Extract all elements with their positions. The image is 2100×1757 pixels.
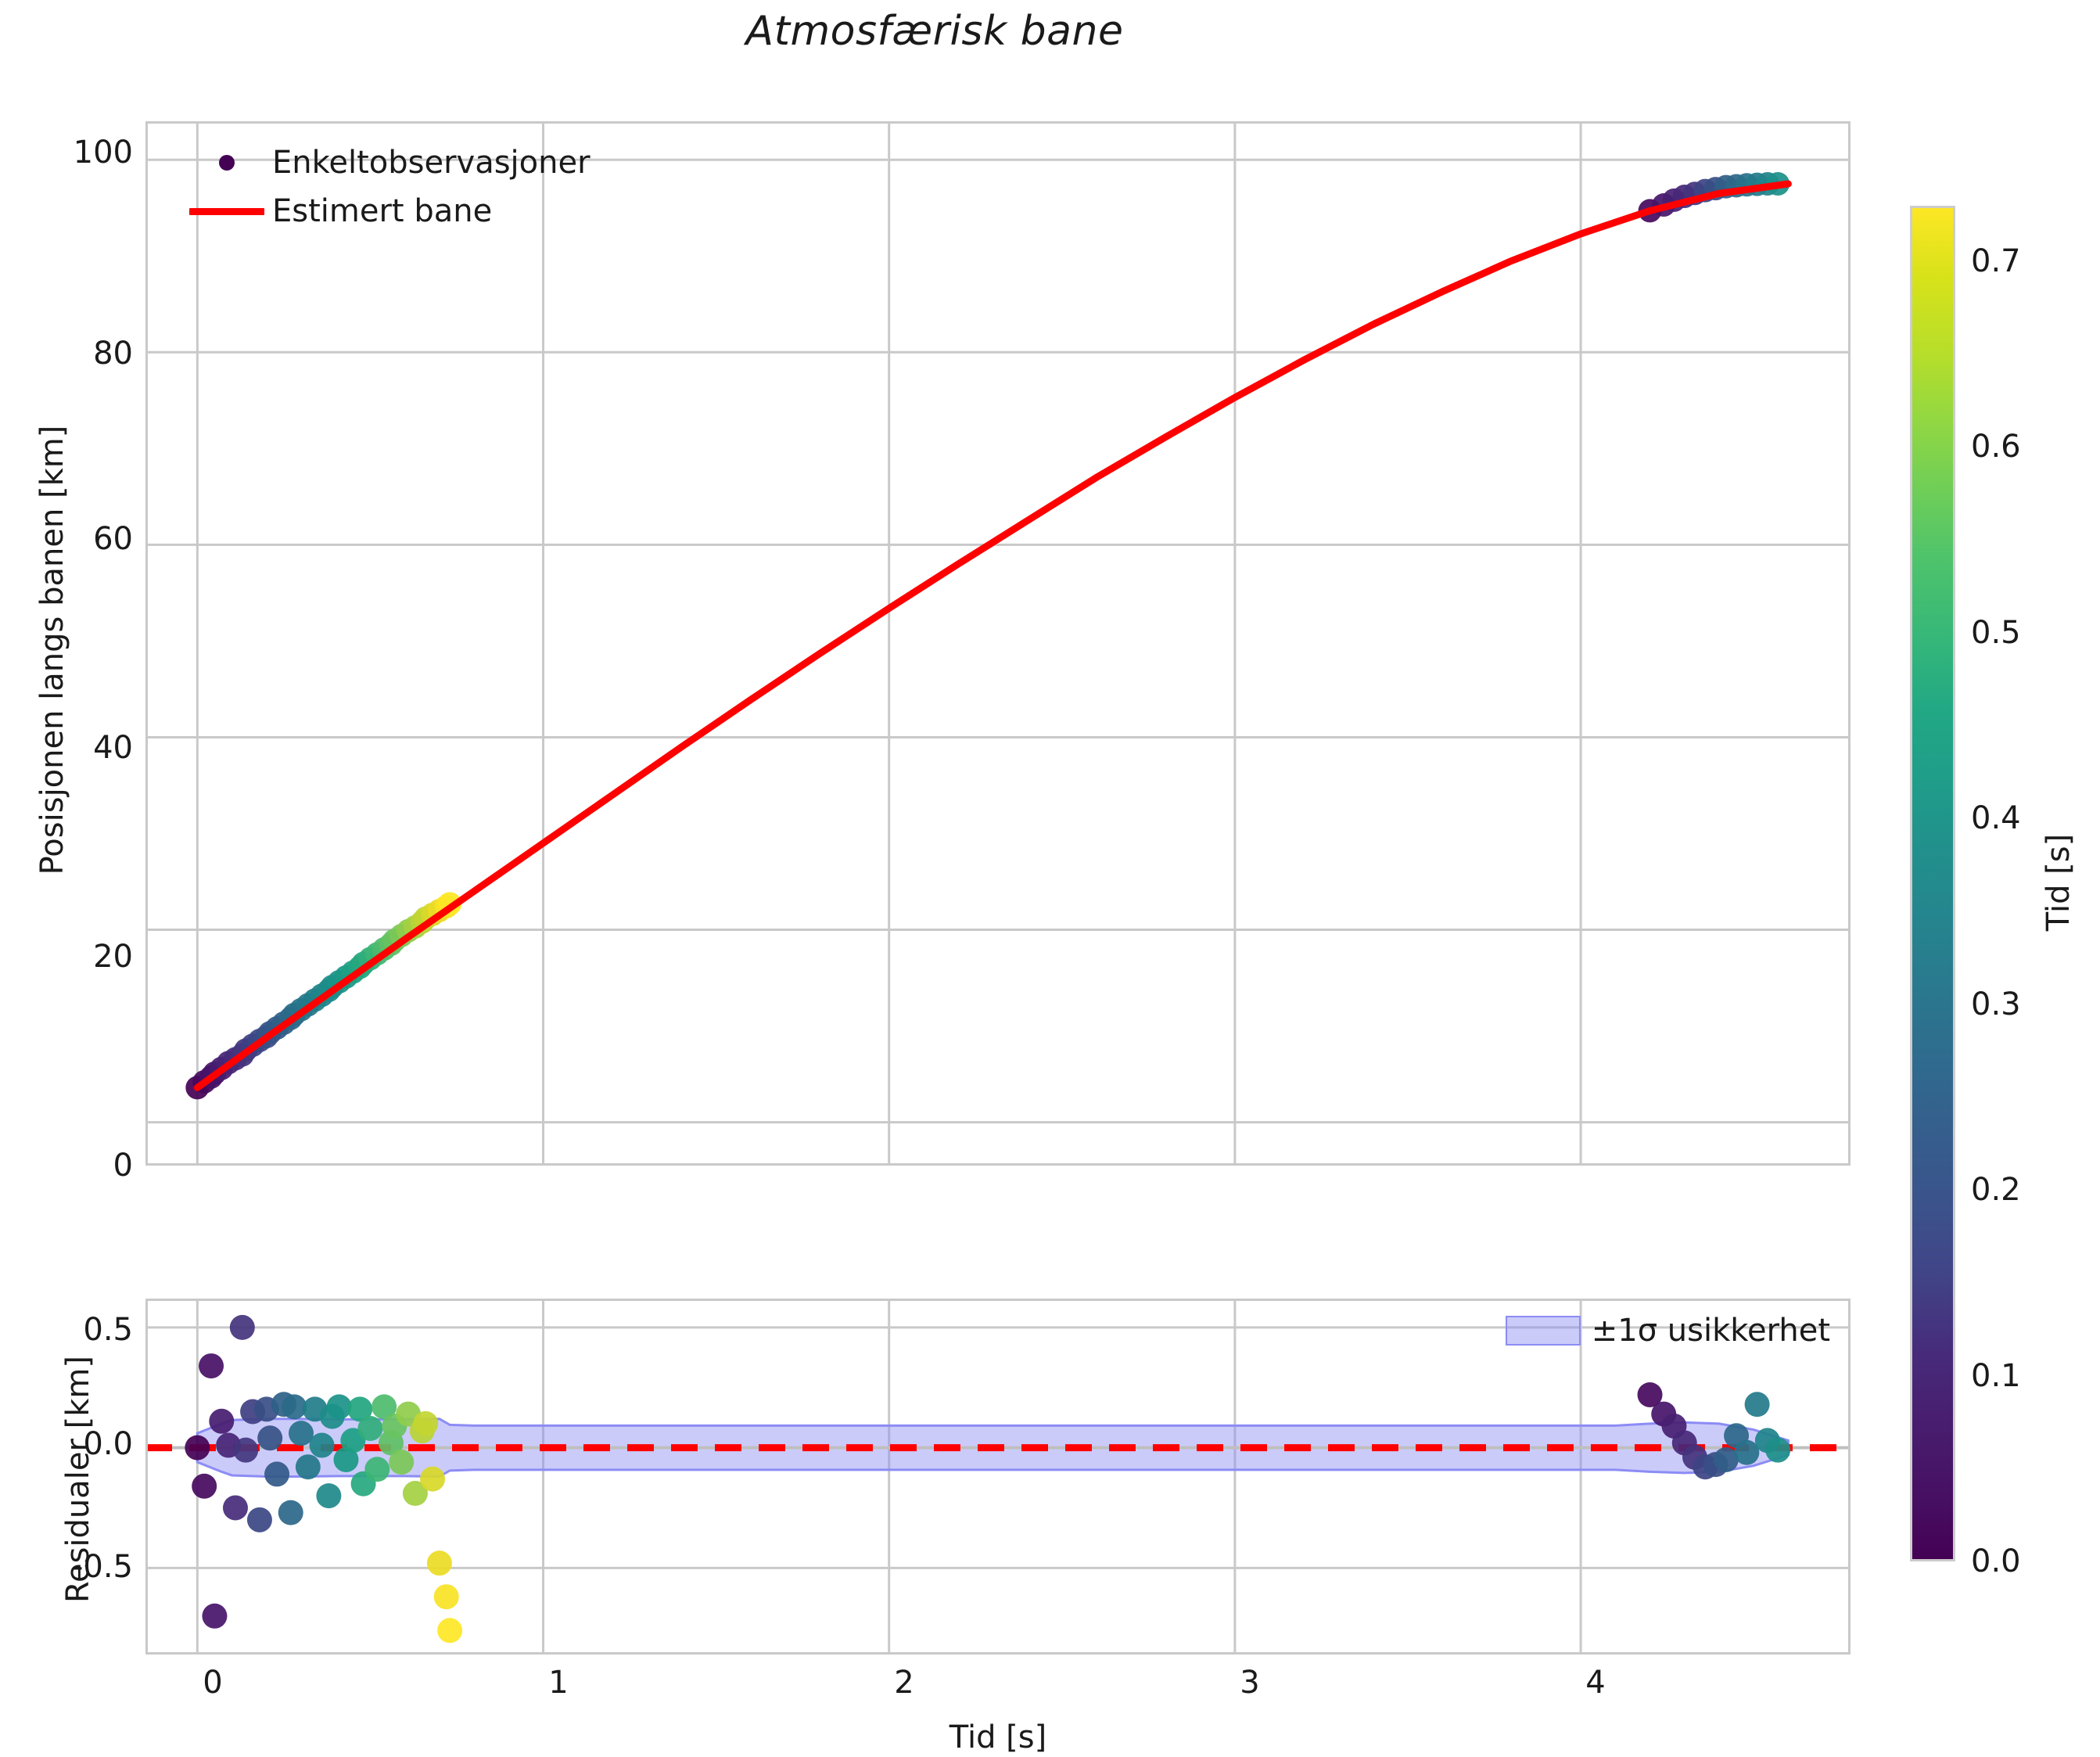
resid-axis-ylabel: Residualer [km] <box>60 1355 96 1604</box>
line-swatch-icon <box>181 207 272 215</box>
colorbar-axis-label: Tid [s] <box>2041 833 2077 932</box>
residuals-legend: ±1σ usikkerhet <box>1495 1313 1830 1349</box>
main-ytick-40: 40 <box>93 730 133 766</box>
main-plot-canvas <box>145 121 1851 1166</box>
colorbar-tick-0.3: 0.3 <box>1971 986 2021 1022</box>
xtick-2: 2 <box>894 1665 914 1701</box>
xtick-0: 0 <box>203 1665 223 1701</box>
scatter-dot-icon <box>181 155 272 171</box>
main-ytick-60: 60 <box>93 521 133 557</box>
colorbar-tick-0.7: 0.7 <box>1971 243 2021 279</box>
colorbar-tick-0.1: 0.1 <box>1971 1358 2021 1394</box>
colorbar-tick-0.4: 0.4 <box>1971 800 2021 836</box>
legend-item-fit: Estimert bane <box>181 187 588 235</box>
legend-label-uncertainty: ±1σ usikkerhet <box>1591 1313 1830 1349</box>
xtick-3: 3 <box>1240 1665 1260 1701</box>
main-ytick-20: 20 <box>93 939 133 975</box>
main-plot-axes: Enkeltobservasjoner Estimert bane <box>145 121 1851 1166</box>
figure-title: Atmosfærisk bane <box>745 8 1124 55</box>
resid-ytick-05: 0.5 <box>83 1312 133 1348</box>
main-ytick-0: 0 <box>113 1148 133 1184</box>
main-axis-ylabel: Posisjonen langs banen [km] <box>34 425 70 875</box>
xtick-1: 1 <box>548 1665 569 1701</box>
resid-ytick-0: 0.0 <box>83 1426 133 1462</box>
colorbar-tick-0.6: 0.6 <box>1971 429 2021 465</box>
legend-label-observations: Enkeltobservasjoner <box>272 145 591 181</box>
residuals-plot-canvas <box>145 1299 1851 1655</box>
resid-ytick-neg05: -0.5 <box>71 1549 133 1585</box>
colorbar: 0.0 0.1 0.2 0.3 0.4 0.5 0.6 0.7 <box>1910 206 2021 1579</box>
main-legend: Enkeltobservasjoner Estimert bane <box>181 138 591 235</box>
colorbar-tick-0.0: 0.0 <box>1971 1543 2021 1579</box>
main-ytick-80: 80 <box>93 336 133 372</box>
legend-item-observations: Enkeltobservasjoner <box>181 138 591 187</box>
xtick-4: 4 <box>1585 1665 1606 1701</box>
main-ytick-100: 100 <box>73 135 133 171</box>
colorbar-gradient <box>1910 206 1955 1561</box>
colorbar-tick-0.5: 0.5 <box>1971 615 2021 651</box>
resid-axis-xlabel: Tid [s] <box>949 1719 1047 1755</box>
residuals-plot-axes: ±1σ usikkerhet <box>145 1299 1851 1655</box>
band-patch-icon <box>1495 1316 1592 1346</box>
colorbar-tick-0.2: 0.2 <box>1971 1172 2021 1208</box>
legend-label-fit: Estimert bane <box>272 193 493 229</box>
